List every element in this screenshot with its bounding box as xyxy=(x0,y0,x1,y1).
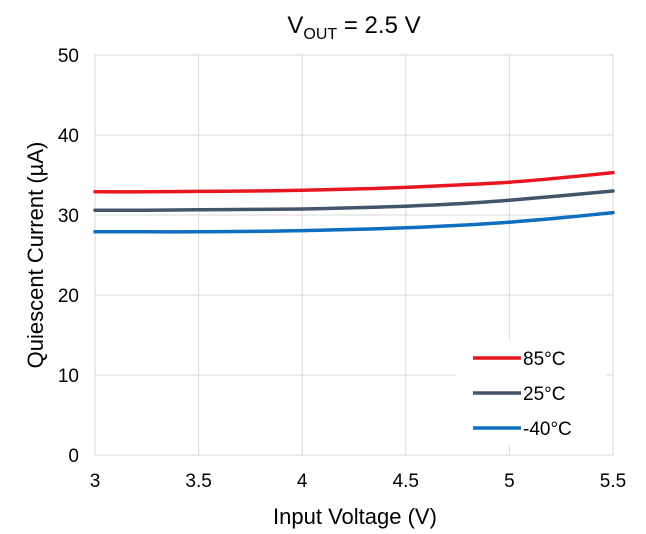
series-lines xyxy=(93,170,615,234)
legend-label: 25°C xyxy=(523,384,565,405)
legend-label: -40°C xyxy=(523,419,572,440)
series-line xyxy=(93,189,615,212)
chart-title-suffix: = 2.5 V xyxy=(337,12,420,39)
legend-label: 85°C xyxy=(523,349,565,370)
y-tick-label: 20 xyxy=(58,286,79,307)
x-tick-label: 5 xyxy=(504,471,515,492)
chart-title-subscript: OUT xyxy=(303,26,337,43)
y-tick-label: 40 xyxy=(58,126,79,147)
x-tick-label: 3 xyxy=(90,471,101,492)
gridlines xyxy=(94,54,614,456)
y-tick-label: 0 xyxy=(68,446,79,467)
x-tick-label: 3.5 xyxy=(185,471,211,492)
legend: 85°C 25°C -40°C xyxy=(456,340,606,445)
series-line xyxy=(93,170,615,194)
x-tick-label: 5.5 xyxy=(600,471,626,492)
x-tick-label: 4.5 xyxy=(393,471,419,492)
chart-title-main: V xyxy=(287,12,303,39)
x-tick-label: 4 xyxy=(297,471,308,492)
x-axis-title: Input Voltage (V) xyxy=(273,504,437,529)
series-line xyxy=(93,210,615,234)
y-tick-label: 10 xyxy=(58,366,79,387)
chart-title: VOUT = 2.5 V xyxy=(287,12,420,43)
y-axis-title: Quiescent Current (µA) xyxy=(23,142,48,369)
tick-labels: 3 3.5 4 4.5 5 5.5 0 10 20 30 40 50 xyxy=(58,46,626,492)
y-tick-label: 50 xyxy=(58,46,79,67)
y-tick-label: 30 xyxy=(58,206,79,227)
